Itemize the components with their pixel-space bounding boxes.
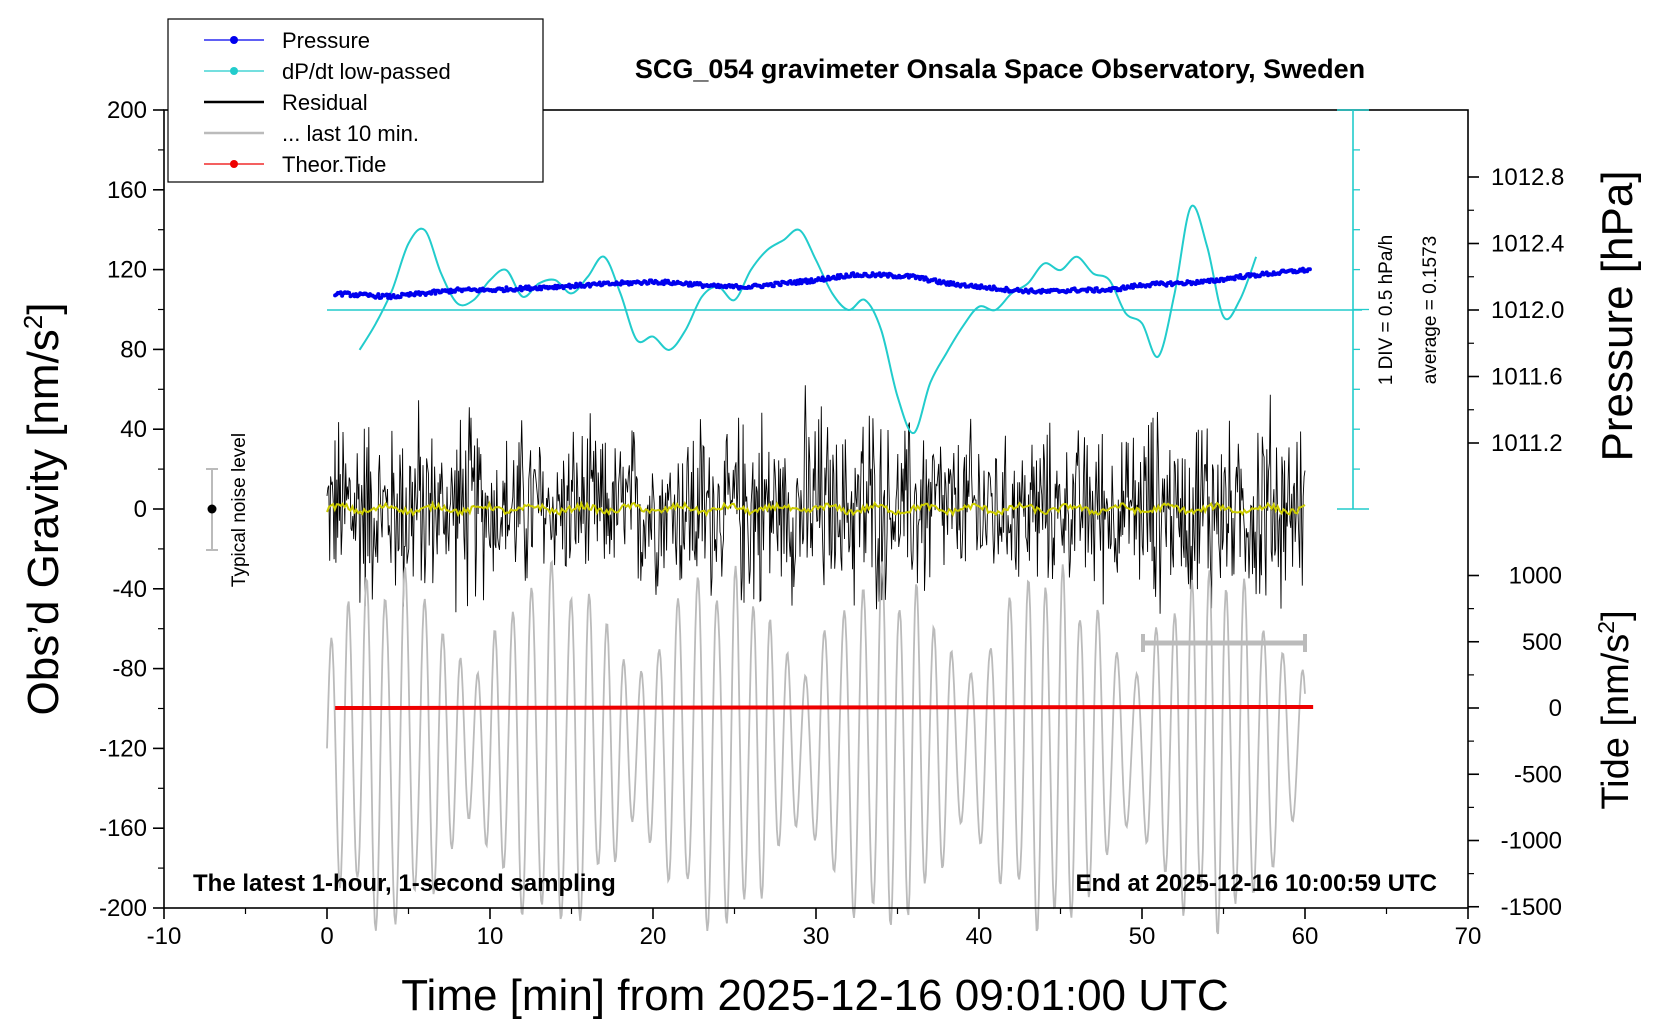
legend-label: Theor.Tide [282,152,386,177]
x-tick-label: 60 [1292,923,1319,950]
pressure-point [578,281,583,286]
residual-series [326,385,1306,614]
pressure-point [1168,280,1173,285]
tide-line [335,704,1314,710]
residual-mean-series [326,500,1306,518]
legend-label: Pressure [282,28,370,53]
legend-label: ... last 10 min. [282,121,419,146]
pressure-series [333,266,1312,301]
y-tick-label: -80 [112,656,147,683]
last-10-min-line [326,559,1306,935]
pressure-point [1307,267,1312,272]
noise-level-label: Typical noise level [229,433,250,587]
pressure-point [347,290,352,295]
dpdt-average-label: average = 0.1573 [1420,236,1441,384]
x-tick-label: 0 [320,923,333,950]
y-tick-label: -40 [112,576,147,603]
legend: Pressure dP/dt low-passed Residual ... last… [167,18,544,183]
y-tick-label: 120 [107,257,147,284]
noise-level-marker: Typical noise level [206,433,250,587]
pressure-point [1238,273,1243,277]
pressure-point [809,277,814,282]
pressure-point [1002,289,1007,294]
theoretical-tide-series [335,704,1314,710]
pressure-point [820,275,825,280]
pressure-point [688,280,693,285]
y-axis-left-title: Obs’d Gravity [nm/s2] [18,302,68,715]
y-axis-left-ticks: 200 160 120 80 40 0 -40 -80 -120 -160 -200 [99,97,164,922]
y-tick-label: 0 [134,496,147,523]
tide-tick-label: -1500 [1501,894,1562,921]
legend-marker [230,36,238,44]
dpdt-scale-ruler [1337,109,1369,510]
pressure-point [1131,285,1135,290]
tide-tick-label: 0 [1549,695,1562,722]
tide-tick-label: 500 [1522,629,1562,656]
pressure-tick-label: 1012.8 [1491,164,1564,191]
pressure-point [851,271,856,276]
tide-tick-label: -500 [1514,761,1562,788]
y-tick-label: -200 [99,895,147,922]
legend-marker [230,160,238,168]
y-tick-label: 160 [107,177,147,204]
pressure-point [433,291,438,296]
y-tick-label: -160 [99,815,147,842]
pressure-point [1085,289,1090,294]
residual-mean-line [326,500,1306,518]
pressure-point [778,283,783,288]
tide-tick-label: 1000 [1509,563,1562,590]
pressure-tick-label: 1012.0 [1491,297,1564,324]
pressure-point [376,292,381,297]
y-tick-label: 40 [120,416,147,443]
pressure-tick-label: 1011.6 [1491,364,1563,391]
pressure-tick-label: 1011.2 [1491,430,1563,457]
pressure-point [1094,286,1099,291]
y-tick-label: 80 [120,336,147,363]
x-tick-label: 40 [966,923,993,950]
tide-axis-ticks: 1000 500 0 -500 -1000 -1500 [1468,563,1562,921]
x-tick-label: -10 [147,923,182,950]
dpdt-scale-label: 1 DIV = 0.5 hPa/h [1376,235,1397,386]
end-time-note: End at 2025-12-16 10:00:59 UTC [1076,870,1438,897]
dpdt-series [327,204,1363,434]
pressure-point [771,284,776,289]
x-tick-label: 20 [640,923,667,950]
last-10-min-bar [1141,634,1307,652]
last-10-min-series [326,559,1306,935]
pressure-axis-title: Pressure [hPa] [1593,170,1642,461]
x-tick-label: 70 [1455,923,1482,950]
y-tick-label: 200 [107,97,147,124]
pressure-point [877,271,882,276]
dpdt-line [358,204,1258,434]
residual-line [326,385,1306,614]
x-tick-label: 10 [477,923,504,950]
y-tick-label: -120 [99,735,147,762]
legend-label: Residual [282,90,368,115]
tide-axis-title: Tide [nm/s2] [1593,610,1637,809]
pressure-point [886,274,890,279]
x-axis-ticks: -10 0 10 20 30 40 50 60 70 [147,908,1482,950]
sampling-note: The latest 1-hour, 1-second sampling [193,870,616,897]
pressure-point [398,295,403,299]
pressure-tick-label: 1012.4 [1491,231,1564,258]
pressure-point [504,285,509,290]
x-tick-label: 50 [1129,923,1156,950]
pressure-point [937,278,942,283]
x-tick-label: 30 [803,923,830,950]
pressure-point [1232,277,1237,282]
legend-box [167,18,544,183]
x-axis-title: Time [min] from 2025-12-16 09:01:00 UTC [401,971,1228,1020]
legend-marker [230,67,238,75]
pressure-point [1092,289,1097,294]
legend-label: dP/dt low-passed [282,59,451,84]
pressure-point [686,283,691,288]
chart-title: SCG_054 gravimeter Onsala Space Observat… [635,54,1365,84]
pressure-axis-ticks: 1012.8 1012.4 1012.0 1011.6 1011.2 [1468,164,1564,457]
tide-tick-label: -1000 [1501,828,1562,855]
